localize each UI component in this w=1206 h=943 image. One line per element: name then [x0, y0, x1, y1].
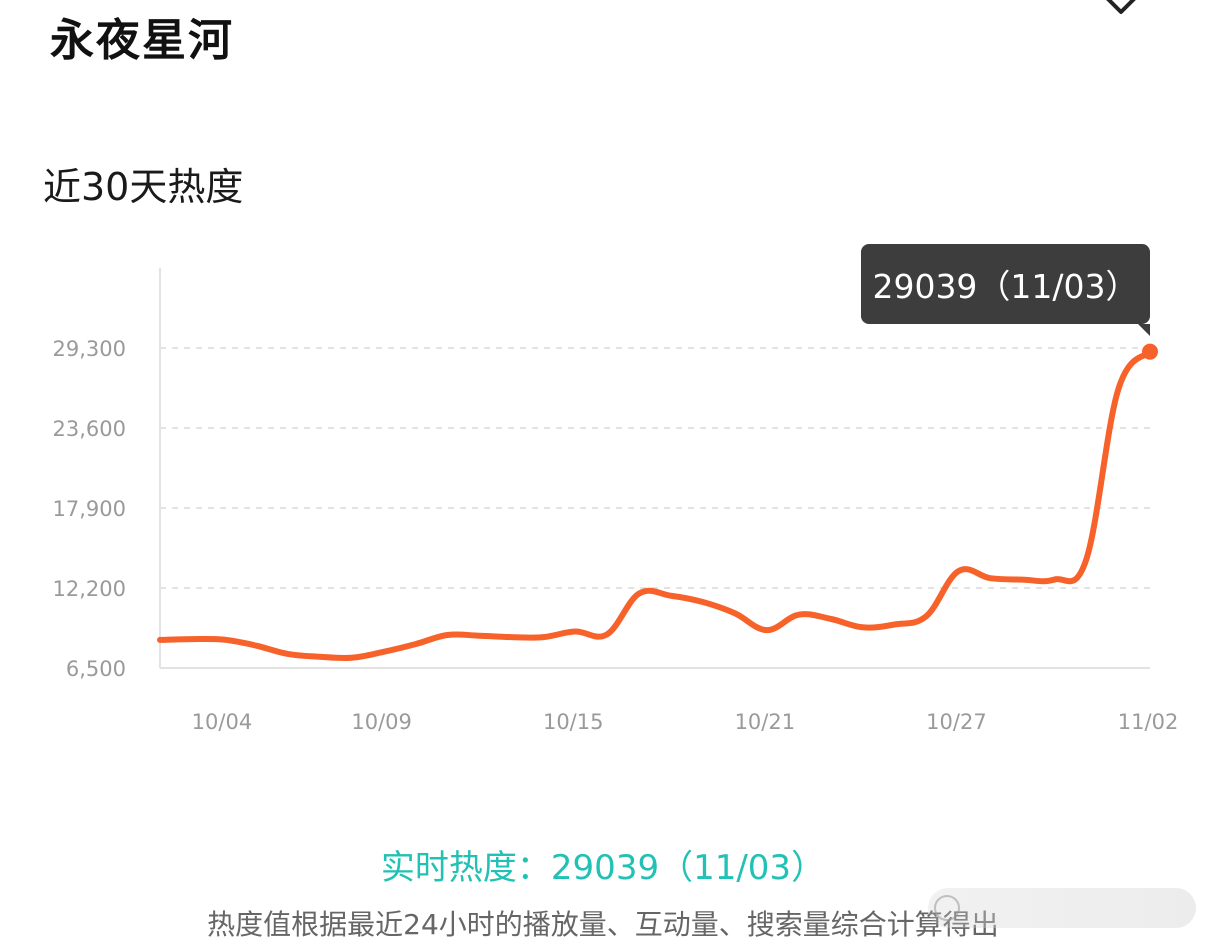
chart-series	[157, 343, 1158, 662]
data-tooltip: 29039（11/03）	[861, 244, 1150, 336]
y-tick-label: 29,300	[53, 337, 126, 361]
heat-line-chart: 6,500 12,200 17,900 23,600 29,300 10/04 10/09…	[53, 268, 1179, 734]
y-tick-label: 12,200	[53, 577, 126, 601]
x-tick-label: 10/04	[192, 710, 253, 734]
x-tick-label: 10/21	[735, 710, 796, 734]
page-title: 永夜星河	[50, 15, 234, 66]
x-tick-label: 10/15	[543, 710, 604, 734]
y-tick-label: 6,500	[66, 657, 126, 681]
weibo-icon	[934, 895, 960, 921]
y-tick-label: 23,600	[53, 417, 126, 441]
realtime-heat: 实时热度：29039（11/03）	[380, 848, 826, 888]
series-line	[157, 348, 1153, 662]
x-tick-label: 11/02	[1118, 710, 1179, 734]
x-tick-label: 10/09	[351, 710, 412, 734]
highlight-point[interactable]	[1142, 343, 1158, 360]
x-axis-ticks: 10/04 10/09 10/15 10/21 10/27 11/02	[192, 710, 1179, 734]
heat-description: 热度值根据最近24小时的播放量、互动量、搜索量综合计算得出	[207, 908, 999, 941]
watermark	[928, 888, 1196, 928]
y-tick-label: 17,900	[53, 497, 126, 521]
chart-section-title: 近30天热度	[43, 165, 244, 209]
x-tick-label: 10/27	[926, 710, 987, 734]
chart-grid	[159, 268, 1150, 669]
chevron-down-icon[interactable]	[1097, 0, 1145, 20]
y-axis-ticks: 6,500 12,200 17,900 23,600 29,300	[53, 337, 126, 681]
